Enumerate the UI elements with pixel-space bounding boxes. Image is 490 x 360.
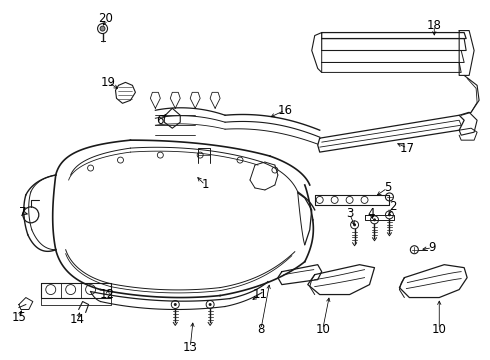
Circle shape (100, 26, 105, 31)
Text: 3: 3 (346, 207, 353, 220)
Text: 11: 11 (252, 288, 268, 301)
Circle shape (373, 219, 376, 221)
Text: 10: 10 (432, 323, 447, 336)
Text: 4: 4 (368, 207, 375, 220)
Text: 6: 6 (157, 114, 164, 127)
Circle shape (388, 213, 391, 216)
Text: 13: 13 (183, 341, 197, 354)
Text: 16: 16 (277, 104, 293, 117)
Text: 14: 14 (70, 313, 85, 326)
Text: 8: 8 (257, 323, 265, 336)
Text: 5: 5 (384, 181, 391, 194)
Text: 7: 7 (19, 206, 26, 219)
Text: 18: 18 (427, 19, 441, 32)
Text: 10: 10 (315, 323, 330, 336)
Circle shape (353, 223, 356, 226)
Text: 15: 15 (11, 311, 26, 324)
Text: 1: 1 (201, 179, 209, 192)
Text: 19: 19 (101, 76, 116, 89)
Circle shape (174, 303, 177, 306)
Text: 20: 20 (98, 12, 113, 25)
Text: 2: 2 (389, 201, 396, 213)
Text: 9: 9 (429, 241, 436, 254)
Text: 17: 17 (400, 141, 415, 155)
Circle shape (209, 303, 212, 306)
Text: 12: 12 (100, 288, 115, 301)
